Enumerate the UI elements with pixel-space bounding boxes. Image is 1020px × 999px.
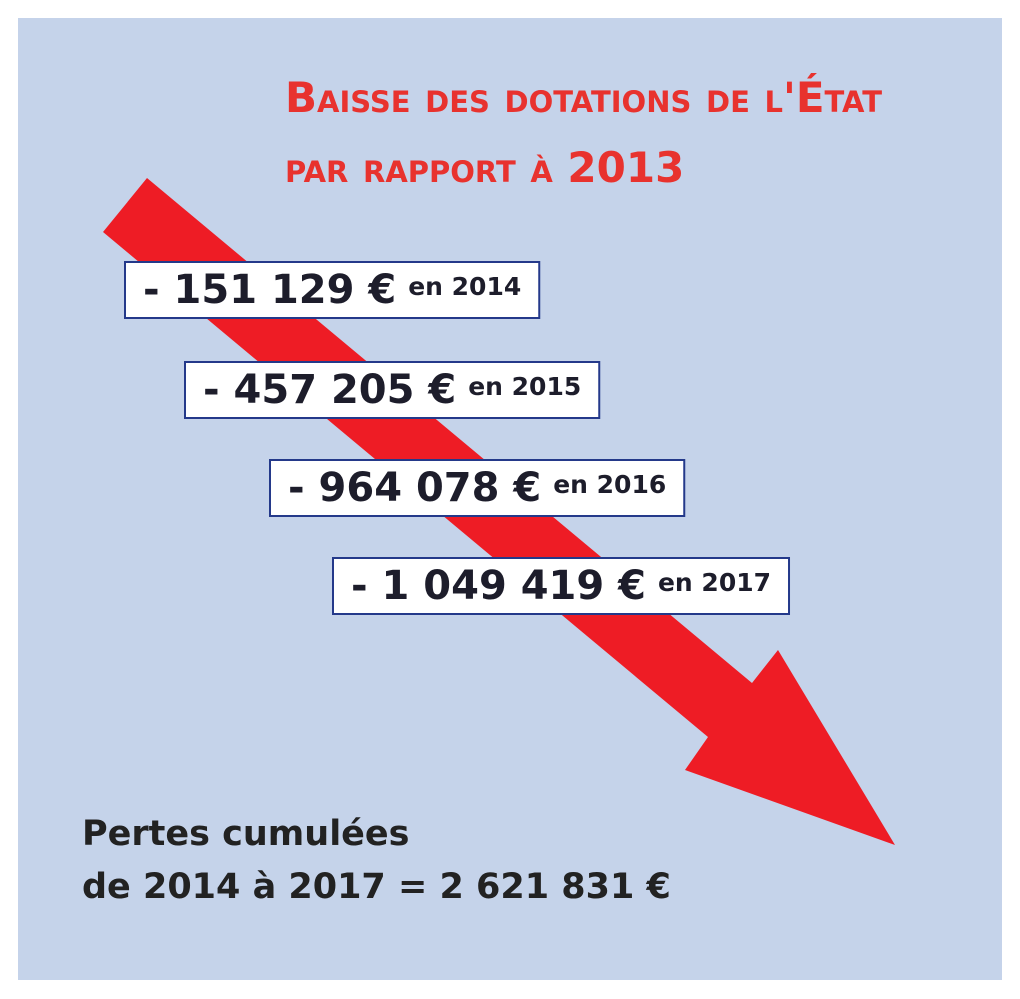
year: en 2016 (553, 470, 666, 499)
title-line: Baisse des dotations de l'État (285, 72, 882, 122)
year: en 2015 (468, 372, 581, 401)
amount-box (332, 557, 791, 615)
year: en 2017 (658, 568, 771, 597)
year: en 2014 (408, 272, 521, 301)
total-line: de 2014 à 2017 = 2 621 831 € (82, 867, 671, 907)
amount-box (269, 459, 686, 517)
total-line: Pertes cumulées (82, 814, 410, 854)
amount-box (124, 261, 541, 319)
title-line: par rapport à 2013 (285, 143, 684, 192)
amount: - 964 078 € (288, 465, 541, 511)
amount: - 151 129 € (143, 267, 396, 313)
items: - 151 129 € en 2014 - 457 205 € en 2015 - 96… (124, 261, 791, 615)
amount-box (184, 361, 601, 419)
amount: - 1 049 419 € (351, 563, 646, 609)
amount: - 457 205 € (203, 367, 456, 413)
